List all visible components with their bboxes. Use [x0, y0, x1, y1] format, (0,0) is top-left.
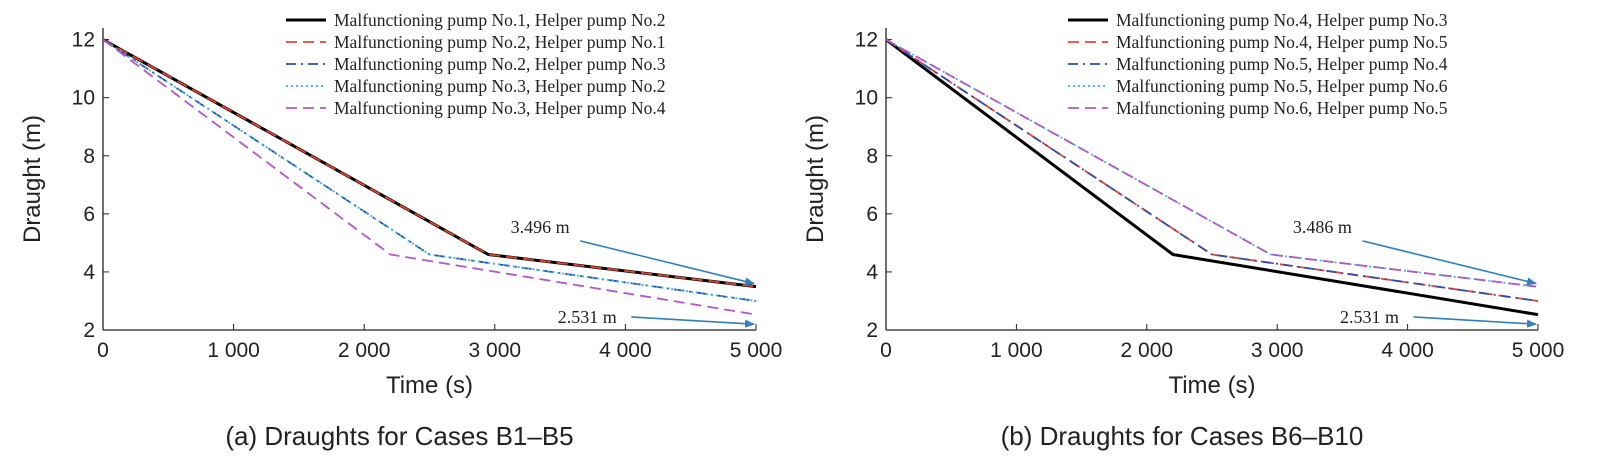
y-tick-label: 12 — [855, 29, 878, 52]
legend-label-1: Malfunctioning pump No.4, Helper pump No… — [1116, 10, 1448, 30]
y-tick-label: 10 — [72, 87, 95, 110]
x-tick-label: 1 000 — [990, 339, 1043, 362]
y-tick-label: 2 — [83, 319, 95, 342]
series-line-5 — [885, 38, 1539, 288]
chart-panel-a: 0 1 000 2 000 3 000 4 000 5 000 2 4 6 8 10 12 Time (… — [19, 10, 782, 451]
annotation-arrow-2 — [631, 316, 755, 328]
x-tick-label: 0 — [97, 339, 109, 362]
legend-label-2: Malfunctioning pump No.2, Helper pump No… — [334, 32, 665, 52]
y-tick-label: 2 — [866, 319, 878, 342]
y-tick-label: 4 — [83, 261, 95, 284]
x-tick-label: 5 000 — [730, 339, 783, 362]
x-tick-label: 2 000 — [1121, 339, 1174, 362]
annotation-label-2: 2.531 m — [558, 307, 617, 327]
y-tick-label: 8 — [83, 145, 95, 168]
series-line-4 — [102, 38, 757, 302]
legend-label-4: Malfunctioning pump No.3, Helper pump No… — [334, 76, 665, 96]
legend-label-4: Malfunctioning pump No.5, Helper pump No… — [1116, 76, 1448, 96]
y-tick-label: 12 — [72, 29, 95, 52]
series-line-5 — [102, 38, 757, 316]
x-tick-label: 5 000 — [1512, 339, 1565, 362]
legend-label-5: Malfunctioning pump No.6, Helper pump No… — [1116, 98, 1448, 118]
y-tick-label: 8 — [866, 145, 878, 168]
x-tick-label: 4 000 — [599, 339, 652, 362]
y-axis-label: Draught (m) — [802, 115, 829, 243]
series-line-2 — [102, 38, 757, 288]
legend-label-5: Malfunctioning pump No.3, Helper pump No… — [334, 98, 666, 118]
legend-label-3: Malfunctioning pump No.5, Helper pump No… — [1116, 54, 1448, 74]
annotation-label-1: 3.486 m — [1293, 217, 1352, 237]
y-axis-label: Draught (m) — [19, 115, 46, 243]
panel-caption: (a) Draughts for Cases B1–B5 — [225, 421, 573, 451]
y-tick-label: 6 — [83, 203, 95, 226]
y-tick-label: 6 — [866, 203, 878, 226]
annotation-arrow-2 — [1413, 316, 1537, 328]
annotation-arrow-1 — [579, 240, 755, 286]
annotation-label-1: 3.496 m — [511, 217, 570, 237]
series-line-1 — [885, 38, 1539, 317]
legend-label-1: Malfunctioning pump No.1, Helper pump No… — [334, 10, 665, 30]
annotation-label-2: 2.531 m — [1340, 307, 1399, 327]
x-tick-label: 3 000 — [469, 339, 522, 362]
annotation-arrow-1 — [1362, 240, 1537, 286]
x-tick-label: 3 000 — [1251, 339, 1304, 362]
legend-label-3: Malfunctioning pump No.2, Helper pump No… — [334, 54, 666, 74]
y-tick-label: 4 — [866, 261, 878, 284]
x-tick-label: 2 000 — [338, 339, 391, 362]
series-line-3 — [885, 38, 1539, 302]
x-tick-label: 1 000 — [207, 339, 260, 362]
panel-caption: (b) Draughts for Cases B6–B10 — [1001, 421, 1364, 451]
y-tick-label: 10 — [855, 87, 878, 110]
x-axis-label: Time (s) — [1168, 372, 1255, 399]
x-tick-label: 4 000 — [1381, 339, 1434, 362]
x-tick-label: 0 — [880, 339, 892, 362]
x-axis-label: Time (s) — [386, 372, 473, 399]
legend-label-2: Malfunctioning pump No.4, Helper pump No… — [1116, 32, 1448, 52]
chart-panel-b: 0 1 000 2 000 3 000 4 000 5 000 2 4 6 8 10 12 Time (… — [802, 10, 1564, 451]
